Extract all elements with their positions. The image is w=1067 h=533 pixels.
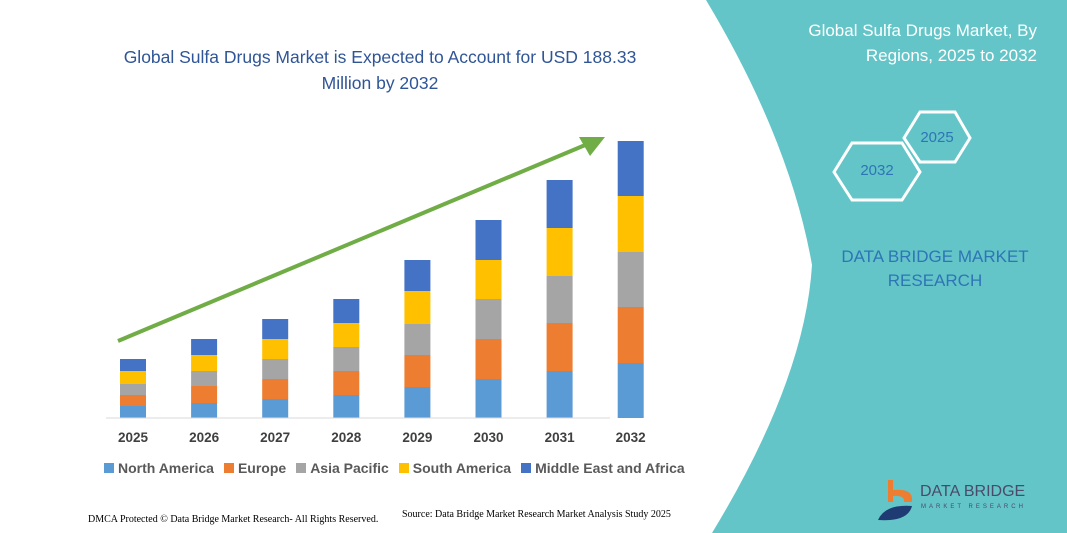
legend-label: Middle East and Africa (535, 460, 685, 476)
x-tick-label: 2028 (331, 430, 362, 445)
bar-2030-asia-pacific (475, 299, 502, 339)
bar-2025-south-america (120, 371, 146, 384)
x-tick-label: 2027 (260, 430, 291, 445)
bar-2031-asia-pacific (546, 276, 573, 323)
x-tick-label: 2029 (402, 430, 433, 445)
bar-2032-south-america (617, 196, 644, 252)
logo-subtext: MARKET RESEARCH (921, 504, 1026, 510)
legend-label: Asia Pacific (310, 460, 389, 476)
bar-2028-north-america (333, 395, 360, 418)
legend-swatch (223, 463, 234, 473)
bar-2032-europe (617, 307, 644, 363)
bar-2031-north-america (546, 371, 573, 418)
source-note: Source: Data Bridge Market Research Mark… (402, 509, 671, 520)
x-tick-label: 2032 (615, 430, 646, 445)
bar-2027-europe (262, 379, 289, 399)
x-tick-label: 2030 (473, 430, 504, 445)
bar-2032-north-america (617, 363, 644, 418)
bar-2030-middle-east-and-africa (475, 220, 502, 260)
teal-panel (706, 0, 1067, 533)
bar-2026-north-america (191, 403, 218, 418)
bar-2029-asia-pacific (404, 324, 431, 355)
bar-2026-middle-east-and-africa (191, 339, 218, 355)
bar-2026-europe (191, 386, 218, 403)
legend-swatch (296, 463, 307, 473)
bar-2025-middle-east-and-africa (120, 359, 146, 371)
legend-item: Asia Pacific (296, 460, 389, 476)
hexagon-label-2025: 2025 (920, 129, 954, 146)
bar-2029-middle-east-and-africa (404, 260, 431, 291)
bar-2025-asia-pacific (120, 384, 146, 395)
bar-2028-europe (333, 371, 360, 395)
panel-title: Global Sulfa Drugs Market, By Regions, 2… (808, 21, 1037, 65)
bar-2030-south-america (475, 260, 502, 299)
legend-label: Europe (237, 460, 287, 476)
bar-2027-north-america (262, 399, 289, 418)
bar-2030-north-america (475, 379, 502, 418)
legend-swatch (104, 463, 114, 473)
bar-2032-middle-east-and-africa (617, 141, 644, 196)
legend-item: North America (104, 460, 214, 476)
bar-2026-south-america (191, 355, 218, 371)
bar-2029-north-america (404, 387, 431, 418)
logo-text: DATA BRIDGE (920, 483, 1026, 500)
legend-item: South America (398, 460, 512, 476)
bar-2025-europe (120, 395, 146, 406)
x-tick-label: 2026 (189, 430, 220, 445)
legend-item: Europe (223, 460, 287, 476)
chart-area (120, 141, 644, 418)
hexagon-2032 (832, 141, 922, 202)
bar-2028-south-america (333, 323, 360, 347)
hexagon-label-2032: 2032 (860, 162, 894, 179)
bar-2029-europe (404, 355, 431, 387)
legend-label: South America (412, 460, 512, 476)
legend-swatch (521, 463, 532, 473)
bar-2027-middle-east-and-africa (262, 319, 289, 339)
chart-title: Global Sulfa Drugs Market is Expected to… (123, 47, 637, 93)
bar-2032-asia-pacific (617, 252, 644, 307)
brand-text: DATA BRIDGE MARKET RESEARCH (841, 247, 1029, 290)
bar-2029-south-america (404, 291, 431, 324)
legend-item: Middle East and Africa (521, 460, 685, 476)
bar-2025-north-america (120, 406, 146, 418)
bar-2028-asia-pacific (333, 347, 360, 371)
bar-2027-south-america (262, 339, 289, 359)
legend-swatch (398, 463, 409, 473)
dmca-notice: DMCA Protected © Data Bridge Market Rese… (88, 514, 379, 525)
bar-2028-middle-east-and-africa (333, 299, 360, 323)
bar-2026-asia-pacific (191, 371, 218, 386)
x-tick-label: 2025 (117, 430, 149, 445)
x-tick-label: 2031 (544, 430, 575, 445)
legend-label: North America (118, 460, 214, 476)
trend-arrow (117, 137, 605, 343)
hexagon-2025 (902, 110, 972, 164)
bar-2031-middle-east-and-africa (546, 180, 573, 228)
logo-icon (878, 480, 913, 521)
bar-2031-europe (546, 323, 573, 371)
bar-2030-europe (475, 339, 502, 379)
bar-2031-south-america (546, 228, 573, 276)
legend: North America Europe Asia Pacific South Ame… (104, 460, 685, 476)
bar-2027-asia-pacific (262, 359, 289, 379)
